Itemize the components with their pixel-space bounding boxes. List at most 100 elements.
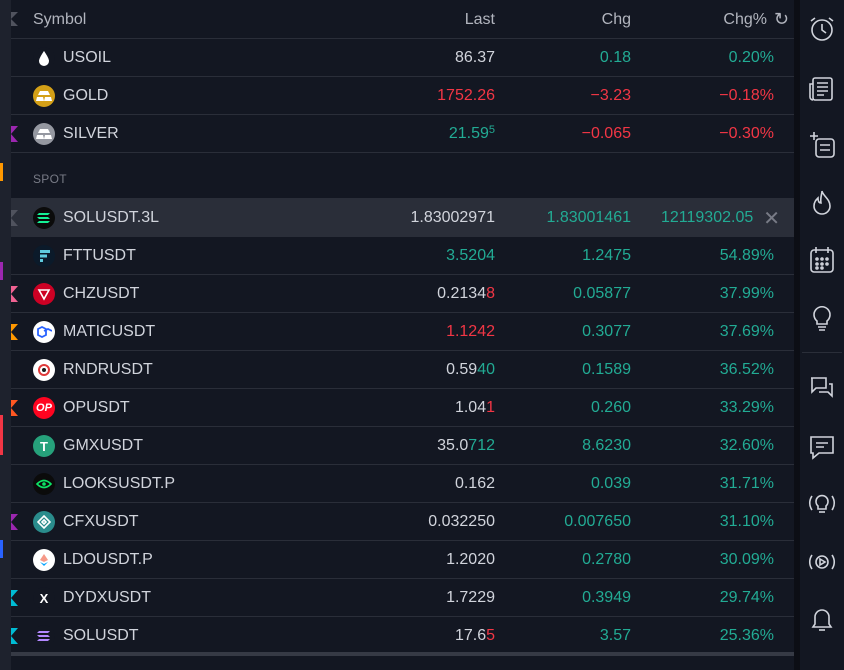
watchlist-row-fttusdt[interactable]: FTTUSDT 3.5204 1.2475 54.89% [11, 237, 794, 275]
symbol-name: CHZUSDT [63, 285, 140, 302]
watchlist-row-looksusdt-p[interactable]: LOOKSUSDT.P 0.162 0.039 31.71% [11, 465, 794, 503]
calendar-icon[interactable] [805, 243, 839, 277]
chg-pct-column-header[interactable]: Chg% [723, 11, 767, 28]
hotlist-fire-icon[interactable] [805, 186, 839, 220]
polygon-icon [33, 321, 55, 343]
change-percent: 30.09% [719, 551, 774, 568]
watchlist-row-ldousdt-p[interactable]: LDOUSDT.P 1.2020 0.2780 30.09% [11, 541, 794, 579]
change-percent: 37.99% [719, 285, 774, 302]
last-price: 0.21348 [437, 285, 495, 302]
flag-icon[interactable] [11, 514, 18, 530]
change-percent: 31.71% [719, 475, 774, 492]
chats-icon[interactable] [805, 370, 839, 404]
last-price: 1.1242 [446, 323, 495, 340]
render-icon [33, 359, 55, 381]
symbol-name: GOLD [63, 87, 109, 104]
private-chat-icon[interactable] [805, 430, 839, 464]
chg-column-header[interactable]: Chg [601, 11, 631, 28]
last-price: 0.032250 [428, 513, 495, 530]
refresh-icon[interactable]: ↻ [773, 9, 789, 29]
watchlist-row-solusdt-3l[interactable]: SOLUSDT.3L 1.83002971 1.83001461 1211930… [11, 199, 794, 237]
dydx-icon: X [33, 587, 55, 609]
change-value: 8.6230 [582, 437, 631, 454]
change-value: 1.2475 [582, 247, 631, 264]
flag-icon[interactable] [11, 286, 18, 302]
watchlist-row-usoil[interactable]: USOIL 86.37 0.18 0.20% [11, 39, 794, 77]
change-value: 0.039 [590, 475, 631, 492]
symbol-name: SOLUSDT.3L [63, 209, 160, 226]
toolbar-separator [802, 352, 842, 353]
change-value: 0.05877 [573, 285, 631, 302]
watchlist-row-chzusdt[interactable]: CHZUSDT 0.21348 0.05877 37.99% [11, 275, 794, 313]
watchlist-row-solusdt[interactable]: SOLUSDT 17.65 3.57 25.36% [11, 617, 794, 655]
change-percent: 12119302.05 [661, 209, 754, 226]
change-value: 0.3949 [582, 589, 631, 606]
conflux-icon [33, 511, 55, 533]
change-value: 0.007650 [564, 513, 631, 530]
optimism-icon: OP [33, 397, 55, 419]
symbol-name: GMXUSDT [63, 437, 143, 454]
news-icon[interactable] [805, 72, 839, 106]
change-percent: 54.89% [719, 247, 774, 264]
last-price: 0.162 [454, 475, 495, 492]
ideas-stream-icon[interactable] [805, 486, 839, 520]
change-value: 0.260 [590, 399, 631, 416]
change-percent: 29.74% [719, 589, 774, 606]
last-price: 17.65 [454, 627, 495, 644]
change-value: 3.57 [599, 627, 631, 644]
tether-icon: T [33, 435, 55, 457]
watchlist-row-dydxusdt[interactable]: X DYDXUSDT 1.7229 0.3949 29.74% [11, 579, 794, 617]
last-price: 1.2020 [446, 551, 495, 568]
ideas-lightbulb-icon[interactable] [805, 300, 839, 334]
change-percent: 33.29% [719, 399, 774, 416]
streams-play-icon[interactable] [805, 545, 839, 579]
change-value: −0.065 [581, 125, 631, 142]
symbol-column-header[interactable]: Symbol [33, 11, 87, 28]
symbol-name: LOOKSUSDT.P [63, 475, 176, 492]
watchlist-row-silver[interactable]: SILVER 21.595 −0.065 −0.30% [11, 115, 794, 153]
last-price: 1.7229 [446, 589, 495, 606]
section-label: SPOT [33, 172, 67, 186]
edge-marker [0, 163, 3, 181]
last-price: 21.595 [448, 124, 495, 142]
last-price: 86.37 [454, 49, 495, 66]
watchlist-row-gmxusdt[interactable]: T GMXUSDT 35.0712 8.6230 32.60% [11, 427, 794, 465]
flag-icon[interactable] [11, 400, 18, 416]
edge-marker [0, 415, 3, 455]
flag-icon[interactable] [11, 324, 18, 340]
silver-bars-icon [33, 123, 55, 145]
watchlist-row-rndrusdt[interactable]: RNDRUSDT 0.5940 0.1589 36.52% [11, 351, 794, 389]
right-toolbar [800, 0, 844, 670]
watchlist-row-cfxusdt[interactable]: CFXUSDT 0.032250 0.007650 31.10% [11, 503, 794, 541]
last-price: 35.0712 [437, 437, 495, 454]
watchlist-row-maticusdt[interactable]: MATICUSDT 1.1242 0.3077 37.69% [11, 313, 794, 351]
last-price: 1.83002971 [410, 209, 495, 226]
oil-drop-icon [33, 47, 55, 69]
header-flag-icon[interactable] [11, 12, 18, 26]
panel-divider[interactable] [794, 0, 800, 670]
symbol-name: SILVER [63, 125, 119, 142]
change-percent: 36.52% [719, 361, 774, 378]
last-column-header[interactable]: Last [464, 11, 495, 28]
symbol-name: OPUSDT [63, 399, 130, 416]
edge-marker [0, 540, 3, 558]
change-percent: 0.20% [728, 49, 774, 66]
flag-icon[interactable] [11, 126, 18, 142]
add-list-icon[interactable] [805, 128, 839, 162]
close-icon[interactable]: ✕ [763, 208, 780, 230]
watchlist-row-opusdt[interactable]: OP OPUSDT 1.041 0.260 33.29% [11, 389, 794, 427]
flag-icon[interactable] [11, 628, 18, 644]
change-value: 0.2780 [582, 551, 631, 568]
flag-icon[interactable] [11, 590, 18, 606]
solana-icon [33, 625, 55, 647]
change-value: 0.3077 [582, 323, 631, 340]
notifications-bell-icon[interactable] [805, 602, 839, 636]
change-value: 1.83001461 [546, 209, 631, 226]
flag-icon[interactable] [11, 210, 18, 226]
change-percent: 25.36% [719, 627, 774, 644]
symbol-name: MATICUSDT [63, 323, 156, 340]
section-header-spot[interactable]: SPOT [11, 153, 794, 199]
alarm-clock-icon[interactable] [805, 12, 839, 46]
watchlist-row-gold[interactable]: GOLD 1752.26 −3.23 −0.18% [11, 77, 794, 115]
horizontal-scrollbar[interactable] [11, 652, 794, 656]
